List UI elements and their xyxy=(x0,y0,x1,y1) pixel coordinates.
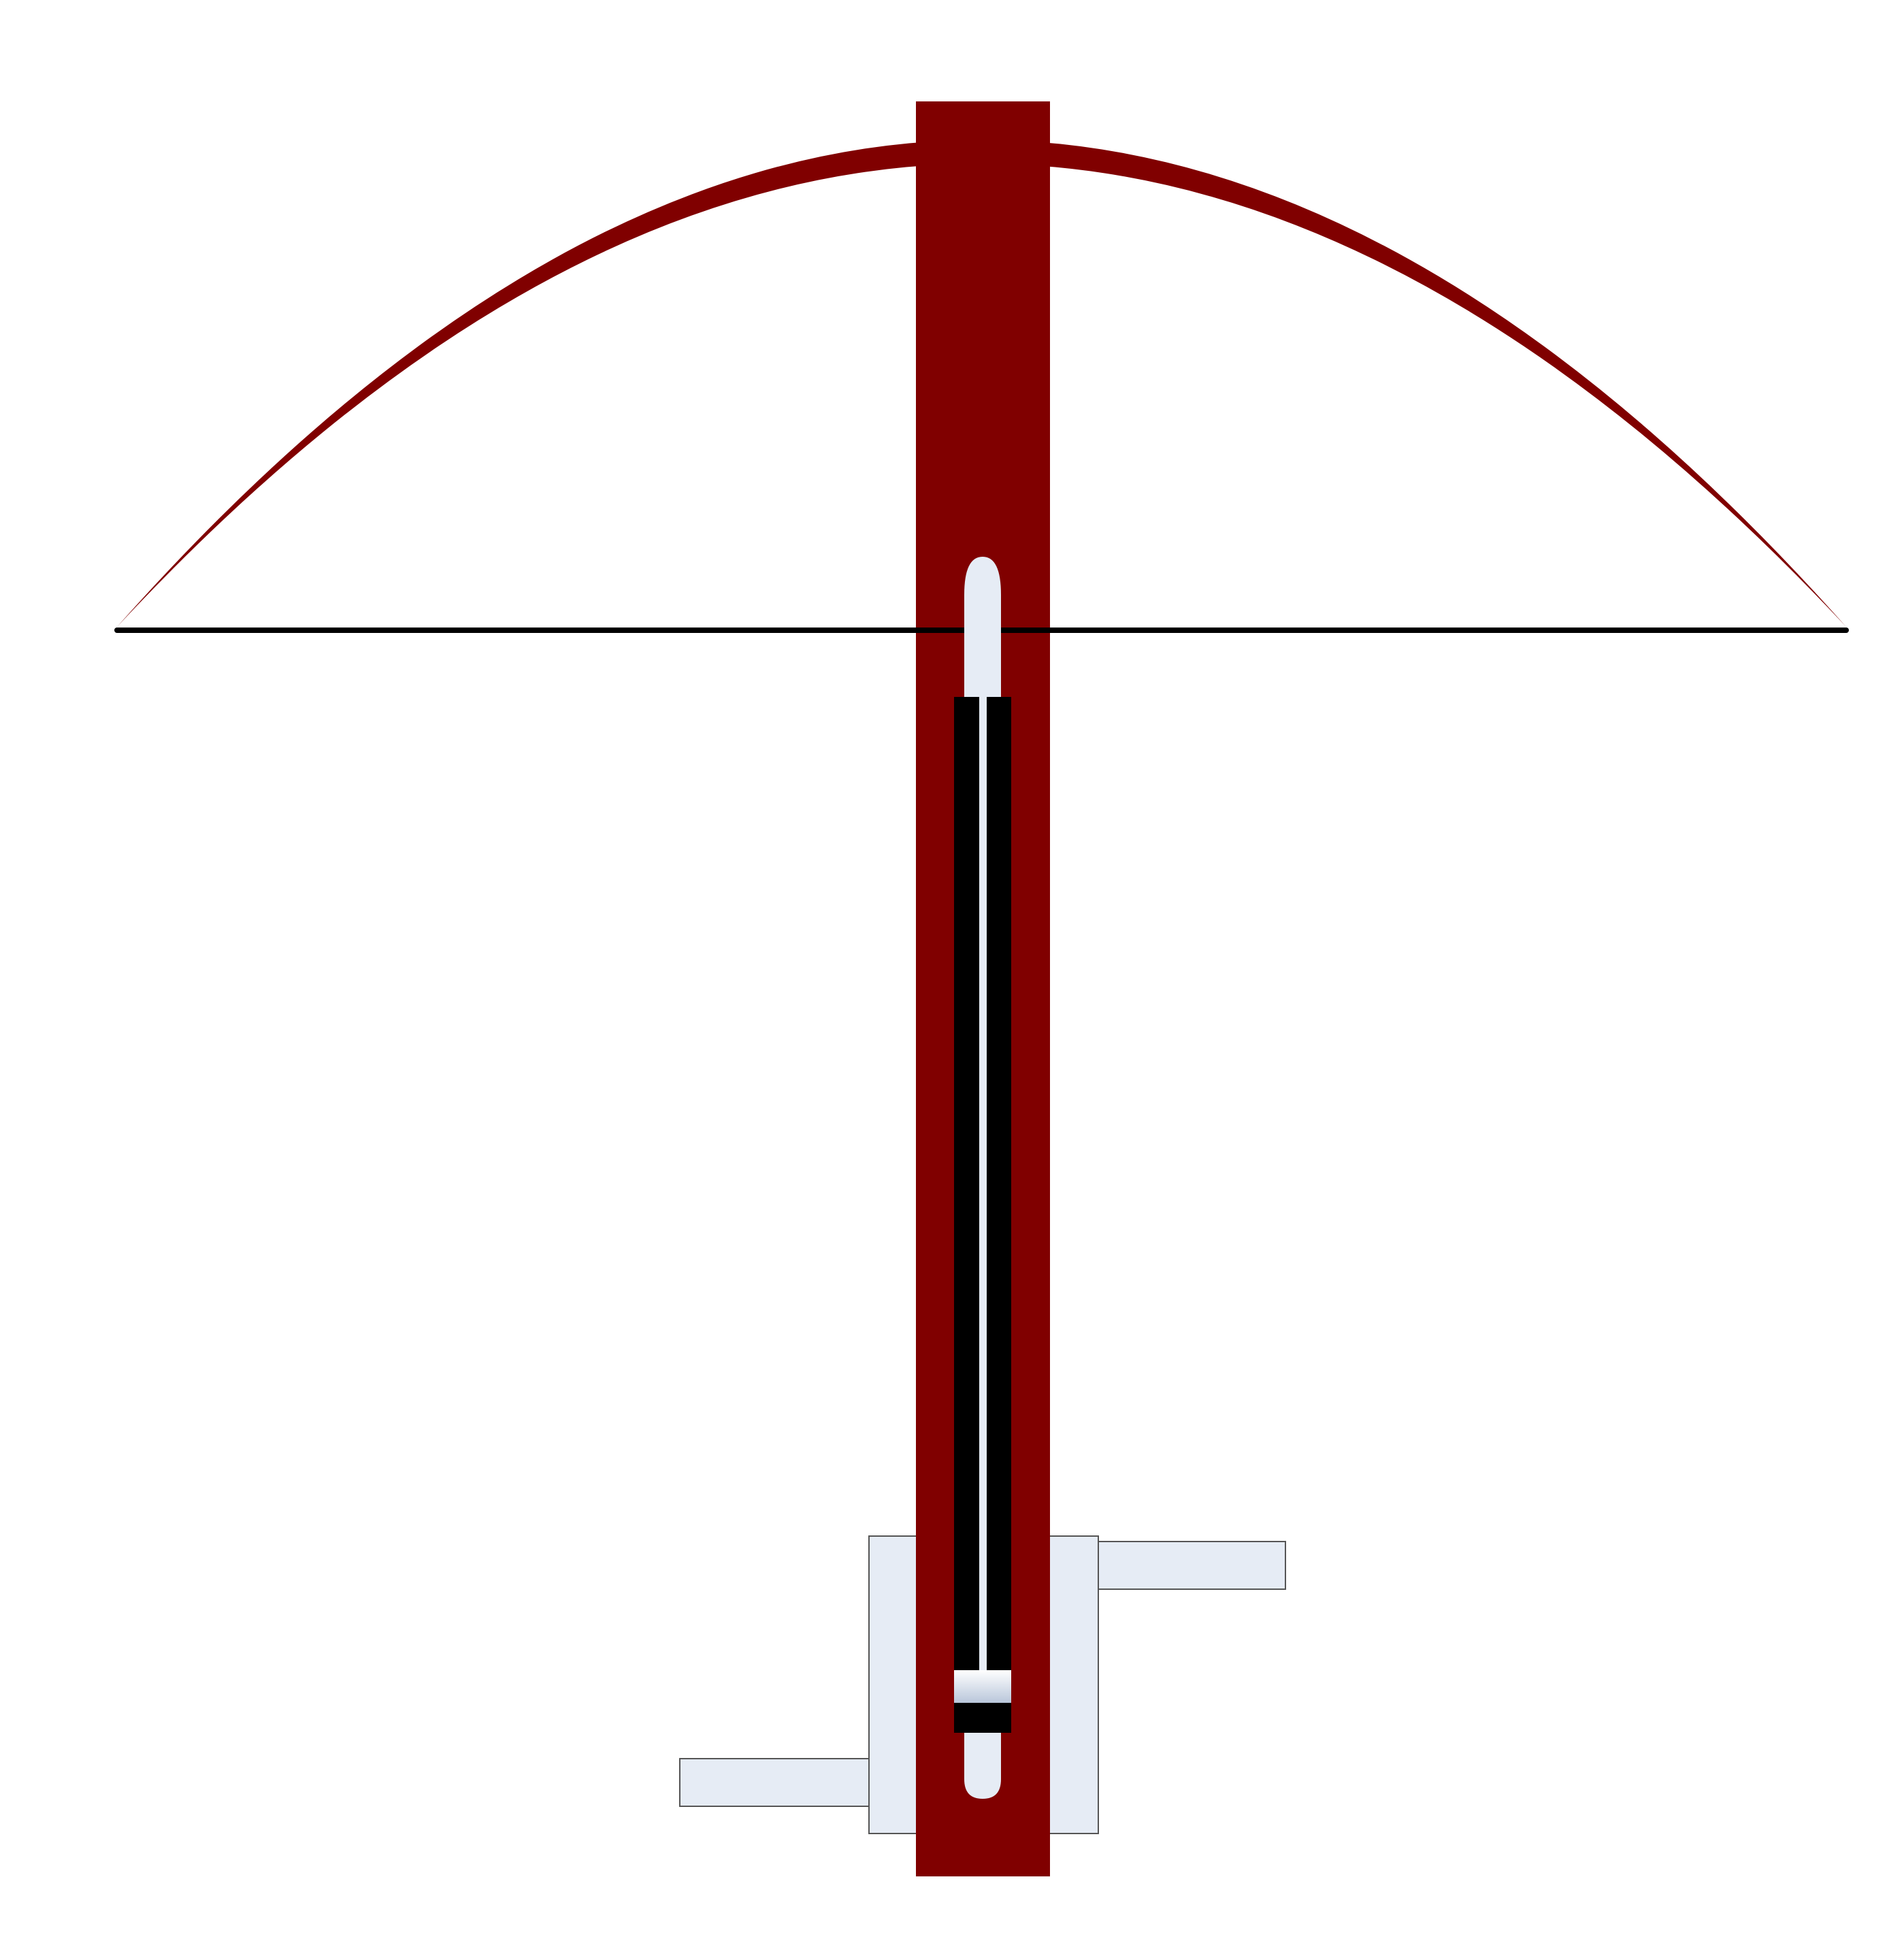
crank-handle-left xyxy=(679,1758,870,1807)
crank-handle-right xyxy=(1098,1541,1286,1590)
groove-center-line xyxy=(979,697,987,1670)
bow-limb xyxy=(117,140,1846,627)
slider-nut xyxy=(954,1670,1011,1703)
slot-tail xyxy=(964,1733,1001,1779)
